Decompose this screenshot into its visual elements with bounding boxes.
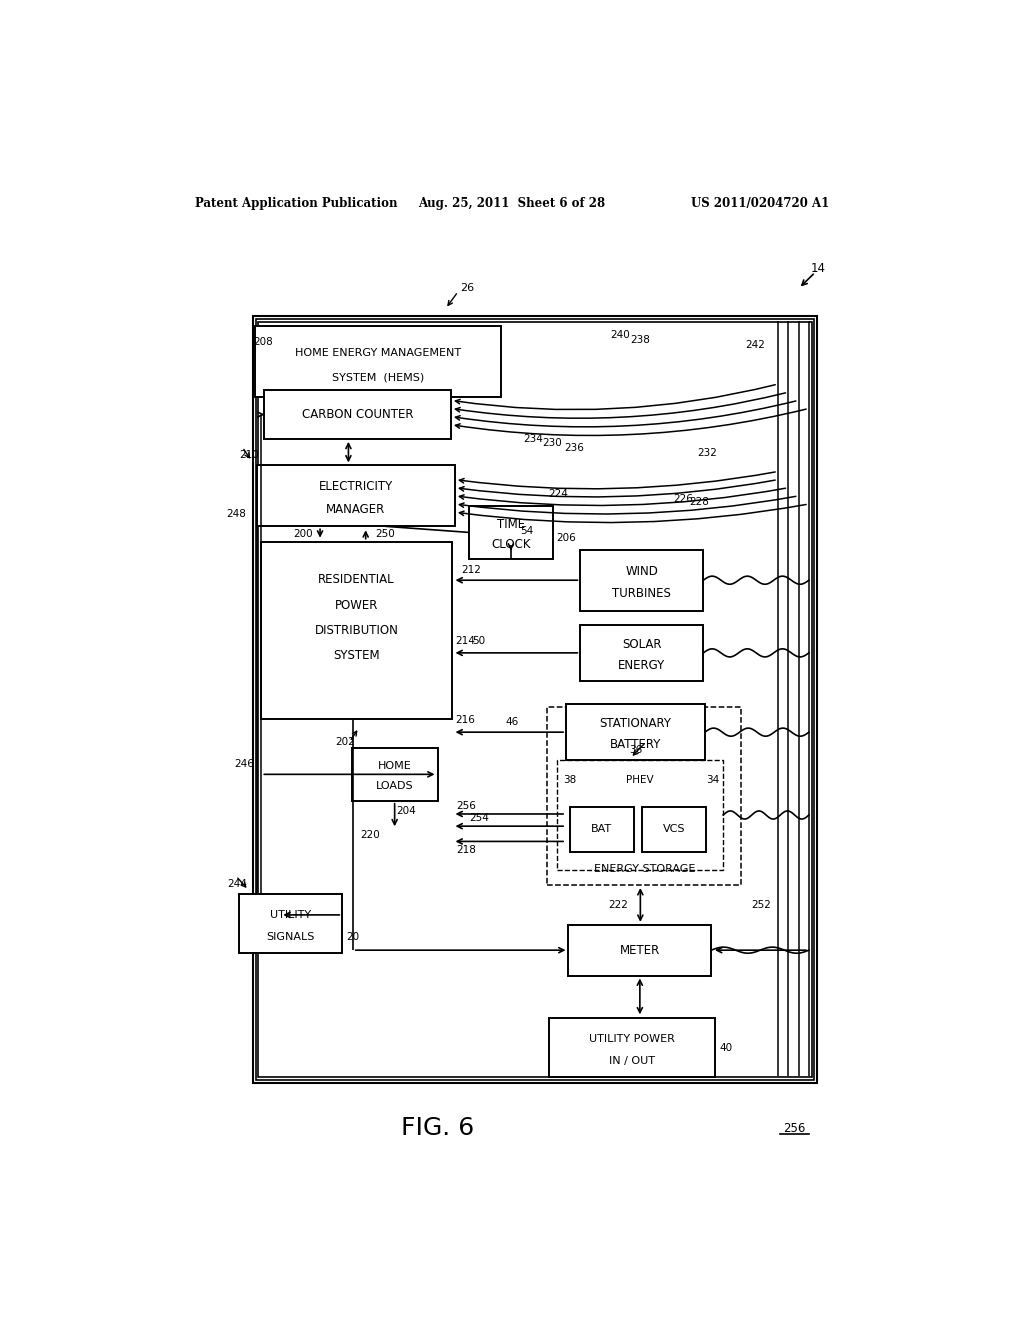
Text: RESIDENTIAL: RESIDENTIAL bbox=[318, 573, 395, 586]
Text: 220: 220 bbox=[360, 830, 381, 840]
FancyBboxPatch shape bbox=[549, 1018, 715, 1077]
Text: POWER: POWER bbox=[335, 598, 378, 611]
Text: 36: 36 bbox=[630, 744, 642, 755]
Text: 246: 246 bbox=[233, 759, 254, 770]
Text: 222: 222 bbox=[608, 900, 628, 909]
Text: 210: 210 bbox=[240, 450, 259, 461]
Text: 50: 50 bbox=[472, 636, 485, 645]
Text: 236: 236 bbox=[564, 444, 584, 453]
Text: 214: 214 bbox=[455, 636, 475, 645]
Text: 256: 256 bbox=[783, 1122, 806, 1135]
FancyBboxPatch shape bbox=[261, 541, 452, 719]
Text: 230: 230 bbox=[543, 438, 562, 447]
FancyBboxPatch shape bbox=[255, 326, 501, 397]
Text: 54: 54 bbox=[520, 527, 534, 536]
Text: 204: 204 bbox=[396, 807, 416, 816]
Text: 200: 200 bbox=[293, 529, 312, 539]
Text: METER: METER bbox=[620, 944, 660, 957]
Text: 232: 232 bbox=[697, 449, 717, 458]
Text: 46: 46 bbox=[506, 717, 519, 727]
Text: 242: 242 bbox=[745, 341, 765, 350]
Text: 40: 40 bbox=[719, 1043, 732, 1053]
Text: ELECTRICITY: ELECTRICITY bbox=[318, 480, 393, 494]
Text: 218: 218 bbox=[456, 845, 475, 854]
Text: 216: 216 bbox=[455, 715, 475, 725]
Text: 202: 202 bbox=[335, 737, 354, 747]
Text: 26: 26 bbox=[460, 284, 474, 293]
Text: CLOCK: CLOCK bbox=[492, 537, 530, 550]
Text: Patent Application Publication: Patent Application Publication bbox=[196, 197, 398, 210]
FancyBboxPatch shape bbox=[570, 807, 634, 851]
Text: 208: 208 bbox=[253, 337, 273, 347]
Text: PHEV: PHEV bbox=[626, 775, 653, 785]
Text: 250: 250 bbox=[375, 529, 395, 539]
Text: BAT: BAT bbox=[591, 824, 612, 834]
Text: HOME ENERGY MANAGEMENT: HOME ENERGY MANAGEMENT bbox=[295, 348, 461, 358]
Text: HOME: HOME bbox=[378, 762, 412, 771]
Text: SOLAR: SOLAR bbox=[623, 638, 662, 651]
Text: US 2011/0204720 A1: US 2011/0204720 A1 bbox=[691, 197, 829, 210]
Text: Aug. 25, 2011  Sheet 6 of 28: Aug. 25, 2011 Sheet 6 of 28 bbox=[418, 197, 605, 210]
Text: ENERGY: ENERGY bbox=[618, 659, 666, 672]
Text: BATTERY: BATTERY bbox=[610, 738, 662, 751]
Text: UTILITY: UTILITY bbox=[270, 909, 311, 920]
FancyBboxPatch shape bbox=[352, 748, 437, 801]
Text: 256: 256 bbox=[456, 801, 475, 810]
Text: 244: 244 bbox=[227, 879, 248, 890]
Text: DISTRIBUTION: DISTRIBUTION bbox=[314, 624, 398, 638]
Text: FIG. 6: FIG. 6 bbox=[400, 1115, 474, 1140]
FancyBboxPatch shape bbox=[568, 925, 712, 975]
Text: TIME: TIME bbox=[497, 517, 525, 531]
FancyBboxPatch shape bbox=[566, 704, 705, 760]
Text: 212: 212 bbox=[462, 565, 481, 576]
Text: 240: 240 bbox=[610, 330, 630, 341]
FancyBboxPatch shape bbox=[547, 708, 741, 886]
Text: SYSTEM: SYSTEM bbox=[333, 649, 380, 663]
Text: UTILITY POWER: UTILITY POWER bbox=[589, 1034, 675, 1044]
FancyBboxPatch shape bbox=[469, 506, 553, 558]
Text: ENERGY STORAGE: ENERGY STORAGE bbox=[594, 863, 695, 874]
Text: MANAGER: MANAGER bbox=[326, 503, 385, 516]
Text: IN / OUT: IN / OUT bbox=[609, 1056, 655, 1065]
Text: VCS: VCS bbox=[663, 824, 685, 834]
FancyBboxPatch shape bbox=[256, 319, 814, 1080]
Text: 38: 38 bbox=[563, 775, 577, 785]
Text: 252: 252 bbox=[751, 900, 771, 909]
FancyBboxPatch shape bbox=[257, 466, 455, 527]
FancyBboxPatch shape bbox=[258, 322, 812, 1077]
Text: WIND: WIND bbox=[626, 565, 658, 578]
Text: SYSTEM  (HEMS): SYSTEM (HEMS) bbox=[332, 372, 424, 383]
Text: 206: 206 bbox=[557, 532, 577, 543]
Text: 224: 224 bbox=[548, 488, 568, 499]
FancyBboxPatch shape bbox=[240, 894, 342, 953]
Text: 238: 238 bbox=[630, 335, 650, 346]
Text: 248: 248 bbox=[226, 508, 246, 519]
Text: 14: 14 bbox=[811, 261, 826, 275]
Text: 228: 228 bbox=[689, 496, 710, 507]
Text: 234: 234 bbox=[523, 434, 543, 444]
Text: TURBINES: TURBINES bbox=[612, 587, 672, 601]
FancyBboxPatch shape bbox=[581, 624, 703, 681]
Text: SIGNALS: SIGNALS bbox=[266, 932, 314, 941]
Text: 20: 20 bbox=[346, 932, 359, 941]
FancyBboxPatch shape bbox=[264, 391, 451, 440]
Text: CARBON COUNTER: CARBON COUNTER bbox=[302, 408, 414, 421]
Text: 34: 34 bbox=[706, 775, 719, 785]
Text: 226: 226 bbox=[674, 494, 693, 504]
Text: 254: 254 bbox=[469, 813, 489, 824]
FancyBboxPatch shape bbox=[581, 549, 703, 611]
FancyBboxPatch shape bbox=[557, 760, 723, 870]
Text: STATIONARY: STATIONARY bbox=[599, 717, 672, 730]
FancyBboxPatch shape bbox=[642, 807, 706, 851]
FancyBboxPatch shape bbox=[253, 315, 817, 1084]
Text: LOADS: LOADS bbox=[376, 781, 414, 791]
